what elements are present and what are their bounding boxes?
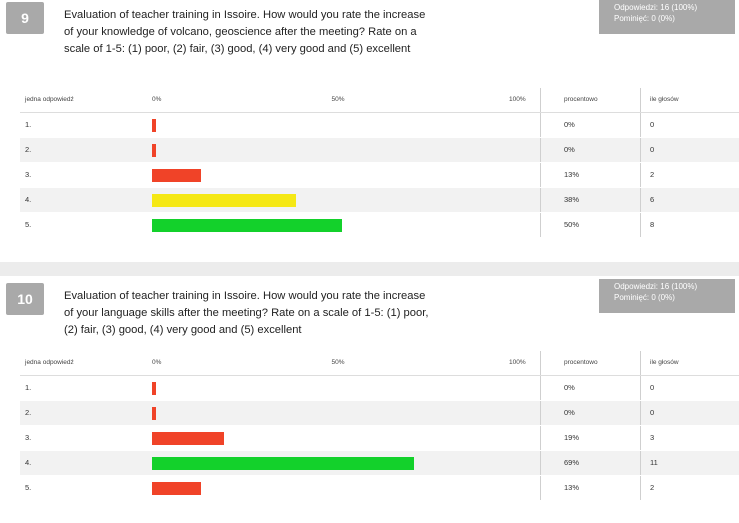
bar-3 bbox=[152, 432, 224, 445]
skipped-count: Pominięć: 0 (0%) bbox=[614, 293, 675, 302]
header-percent: procentowo bbox=[564, 96, 598, 103]
skipped-count: Pominięć: 0 (0%) bbox=[614, 14, 675, 23]
percent-value: 50% bbox=[564, 220, 580, 229]
column-divider bbox=[540, 213, 541, 237]
bar-1 bbox=[152, 119, 156, 132]
header-answer: jedna odpowiedź bbox=[25, 96, 74, 103]
column-divider bbox=[540, 426, 541, 450]
header-tick-50: 50% bbox=[331, 96, 345, 103]
answers-count: Odpowiedzi: 16 (100%) bbox=[614, 3, 698, 12]
response-stats: Odpowiedzi: 16 (100%) Pominięć: 0 (0%) bbox=[599, 279, 735, 313]
question-text: Evaluation of teacher training in Issoir… bbox=[64, 290, 429, 336]
percent-value: 13% bbox=[564, 170, 580, 179]
header-tick-50: 50% bbox=[331, 359, 345, 366]
column-divider bbox=[540, 138, 541, 162]
percent-value: 19% bbox=[564, 433, 580, 442]
bar-4 bbox=[152, 194, 297, 207]
vote-count: 0 bbox=[650, 120, 655, 129]
percent-value: 0% bbox=[564, 383, 575, 392]
column-divider bbox=[640, 376, 641, 400]
vote-count: 2 bbox=[650, 483, 655, 492]
percent-value: 13% bbox=[564, 483, 580, 492]
table-row: 1. 0% 0 bbox=[20, 376, 739, 400]
vote-count: 2 bbox=[650, 170, 655, 179]
header-percent: procentowo bbox=[564, 359, 598, 366]
vote-count: 6 bbox=[650, 195, 655, 204]
vote-count: 0 bbox=[650, 408, 655, 417]
percent-value: 0% bbox=[564, 145, 575, 154]
column-divider bbox=[540, 113, 541, 137]
answer-label: 2. bbox=[25, 408, 32, 417]
vote-count: 0 bbox=[650, 383, 655, 392]
column-divider bbox=[540, 351, 541, 375]
bar-2 bbox=[152, 144, 156, 157]
bar-1 bbox=[152, 382, 156, 395]
answer-label: 4. bbox=[25, 195, 32, 204]
bar-3 bbox=[152, 169, 202, 182]
table-row: 5. 13% 2 bbox=[20, 476, 739, 500]
table-row: 1. 0% 0 bbox=[20, 113, 739, 137]
answer-label: 1. bbox=[25, 120, 32, 129]
question-number: 9 bbox=[6, 2, 44, 34]
column-divider bbox=[640, 163, 641, 187]
answer-label: 5. bbox=[25, 220, 32, 229]
header-count: ile głosów bbox=[650, 359, 679, 366]
header-tick-0: 0% bbox=[152, 359, 162, 366]
column-divider bbox=[640, 451, 641, 475]
header-tick-100: 100% bbox=[509, 96, 526, 103]
vote-count: 3 bbox=[650, 433, 655, 442]
vote-count: 0 bbox=[650, 145, 655, 154]
table-row: 4. 69% 11 bbox=[20, 451, 739, 475]
column-divider bbox=[640, 138, 641, 162]
column-divider bbox=[640, 113, 641, 137]
column-divider bbox=[540, 401, 541, 425]
table-row: 3. 13% 2 bbox=[20, 163, 739, 187]
answer-label: 3. bbox=[25, 433, 32, 442]
table-header: jedna odpowiedź 0% 50% 100% procentowo ile gł… bbox=[20, 351, 739, 376]
column-divider bbox=[640, 188, 641, 212]
percent-value: 0% bbox=[564, 120, 575, 129]
column-divider bbox=[640, 426, 641, 450]
column-divider bbox=[640, 476, 641, 500]
section-separator bbox=[0, 262, 739, 276]
bar-4 bbox=[152, 457, 414, 470]
column-divider bbox=[640, 213, 641, 237]
header-tick-0: 0% bbox=[152, 96, 162, 103]
response-stats: Odpowiedzi: 16 (100%) Pominięć: 0 (0%) bbox=[599, 0, 735, 34]
table-row: 4. 38% 6 bbox=[20, 188, 739, 212]
column-divider bbox=[540, 476, 541, 500]
question-text: Evaluation of teacher training in Issoir… bbox=[64, 9, 426, 55]
question-number: 10 bbox=[6, 283, 44, 315]
vote-count: 8 bbox=[650, 220, 655, 229]
bar-5 bbox=[152, 482, 202, 495]
table-row: 2. 0% 0 bbox=[20, 138, 739, 162]
header-answer: jedna odpowiedź bbox=[25, 359, 74, 366]
percent-value: 69% bbox=[564, 458, 580, 467]
column-divider bbox=[540, 376, 541, 400]
answer-label: 3. bbox=[25, 170, 32, 179]
percent-value: 0% bbox=[564, 408, 575, 417]
table-row: 2. 0% 0 bbox=[20, 401, 739, 425]
percent-value: 38% bbox=[564, 195, 580, 204]
column-divider bbox=[640, 88, 641, 112]
table-row: 3. 19% 3 bbox=[20, 426, 739, 450]
bar-5 bbox=[152, 219, 342, 232]
column-divider bbox=[640, 401, 641, 425]
header-tick-100: 100% bbox=[509, 359, 526, 366]
bar-2 bbox=[152, 407, 156, 420]
answer-label: 4. bbox=[25, 458, 32, 467]
column-divider bbox=[640, 351, 641, 375]
table-header: jedna odpowiedź 0% 50% 100% procentowo ile gł… bbox=[20, 88, 739, 113]
answer-label: 5. bbox=[25, 483, 32, 492]
answer-label: 1. bbox=[25, 383, 32, 392]
column-divider bbox=[540, 163, 541, 187]
vote-count: 11 bbox=[650, 458, 658, 467]
column-divider bbox=[540, 451, 541, 475]
table-row: 5. 50% 8 bbox=[20, 213, 739, 237]
answer-label: 2. bbox=[25, 145, 32, 154]
answers-count: Odpowiedzi: 16 (100%) bbox=[614, 282, 698, 291]
column-divider bbox=[540, 88, 541, 112]
column-divider bbox=[540, 188, 541, 212]
header-count: ile głosów bbox=[650, 96, 679, 103]
